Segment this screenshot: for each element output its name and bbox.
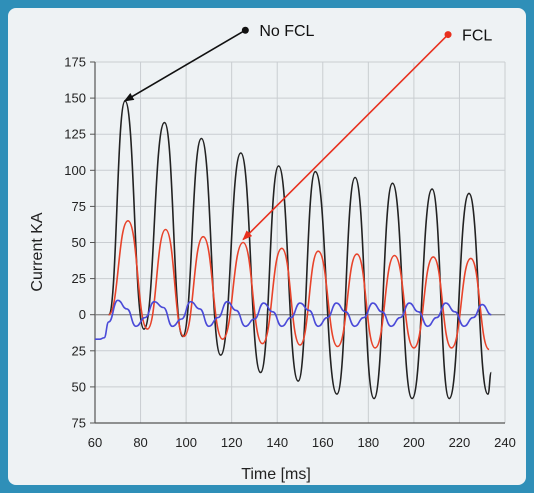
x-tick-label: 100 (175, 435, 197, 450)
x-tick-label: 200 (403, 435, 425, 450)
y-tick-label: 150 (64, 91, 86, 106)
x-tick-label: 140 (266, 435, 288, 450)
series-lines (95, 100, 493, 400)
x-tick-label: 160 (312, 435, 334, 450)
annotation-label-1: No FCL (259, 23, 314, 40)
x-tick-label: 180 (357, 435, 379, 450)
annotation-label-2: FCL (462, 28, 492, 45)
x-tick-label: 240 (494, 435, 516, 450)
y-tick-label: 0 (79, 307, 86, 322)
y-tick-label: 175 (64, 55, 86, 70)
annotations: No FCL FCL (123, 23, 492, 241)
x-tick-label: 80 (133, 435, 147, 450)
y-tick-label: 75 (72, 199, 86, 214)
x-tick-label: 120 (221, 435, 243, 450)
series-line-2 (107, 220, 490, 351)
y-tick-label: 100 (64, 163, 86, 178)
x-tick-label: 220 (449, 435, 471, 450)
y-axis-title: Current KA (29, 212, 46, 291)
y-tick-label: 25 (72, 271, 86, 286)
annotation-arrow-2 (242, 33, 449, 241)
series-line-1 (107, 100, 493, 400)
series-line-3 (95, 299, 492, 341)
y-tick-label: 125 (64, 127, 86, 142)
y-tick-label: 50 (72, 235, 86, 250)
axes: 60 80 100 120 140 160 180 200 220 240 175 150 125 100… (64, 55, 516, 451)
y-tick-label: 75 (72, 416, 86, 431)
annotation-arrow-1 (123, 29, 246, 102)
gridlines (94, 61, 506, 424)
annotation-dot-2 (444, 31, 452, 39)
x-tick-label: 60 (88, 435, 102, 450)
y-tick-label: 50 (72, 379, 86, 394)
line-chart: 60 80 100 120 140 160 180 200 220 240 175 150 125 100… (29, 23, 516, 483)
y-tick-label: 25 (72, 343, 86, 358)
chart-panel: 60 80 100 120 140 160 180 200 220 240 175 150 125 100… (8, 8, 526, 485)
annotation-dot-1 (241, 26, 249, 34)
x-axis-title: Time [ms] (241, 466, 311, 483)
